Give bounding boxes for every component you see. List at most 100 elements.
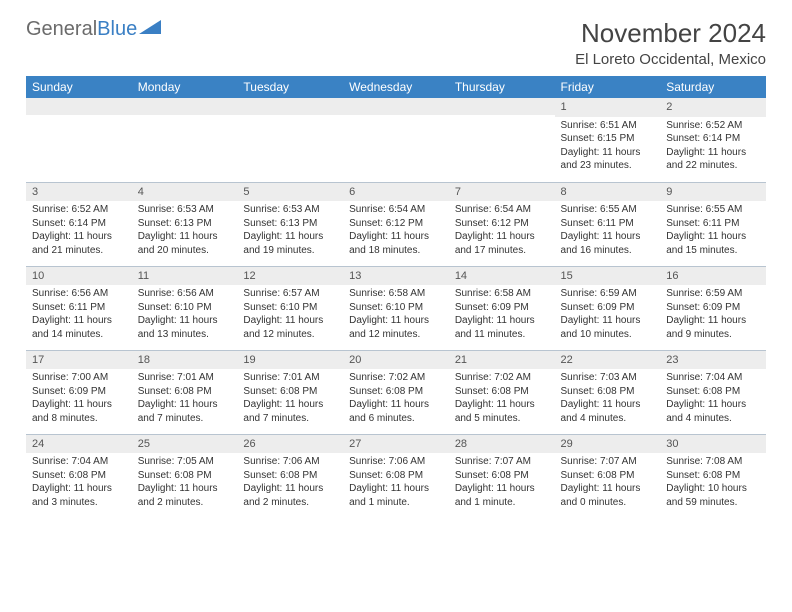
day-detail-line: Daylight: 11 hours and 9 minutes. <box>666 314 760 341</box>
calendar-week-row: 17Sunrise: 7:00 AMSunset: 6:09 PMDayligh… <box>26 350 766 434</box>
day-details <box>132 115 238 121</box>
calendar-day-cell: 20Sunrise: 7:02 AMSunset: 6:08 PMDayligh… <box>343 350 449 434</box>
day-details: Sunrise: 6:52 AMSunset: 6:14 PMDaylight:… <box>660 117 766 177</box>
day-detail-line: Sunrise: 7:07 AM <box>561 455 655 469</box>
day-details: Sunrise: 7:02 AMSunset: 6:08 PMDaylight:… <box>449 369 555 429</box>
day-detail-line: Sunrise: 6:59 AM <box>561 287 655 301</box>
day-header: Monday <box>132 76 238 98</box>
day-number: 3 <box>26 183 132 202</box>
day-details <box>449 115 555 121</box>
location-label: El Loreto Occidental, Mexico <box>575 51 766 68</box>
day-detail-line: Sunrise: 6:59 AM <box>666 287 760 301</box>
calendar-day-cell: 14Sunrise: 6:58 AMSunset: 6:09 PMDayligh… <box>449 266 555 350</box>
day-details: Sunrise: 7:00 AMSunset: 6:09 PMDaylight:… <box>26 369 132 429</box>
day-details: Sunrise: 6:55 AMSunset: 6:11 PMDaylight:… <box>660 201 766 261</box>
calendar-day-cell: 15Sunrise: 6:59 AMSunset: 6:09 PMDayligh… <box>555 266 661 350</box>
day-detail-line: Sunset: 6:08 PM <box>138 385 232 399</box>
calendar-day-cell: 28Sunrise: 7:07 AMSunset: 6:08 PMDayligh… <box>449 434 555 518</box>
day-detail-line: Daylight: 11 hours and 1 minute. <box>349 482 443 509</box>
day-detail-line: Daylight: 11 hours and 1 minute. <box>455 482 549 509</box>
calendar-day-cell <box>237 98 343 182</box>
calendar-day-cell <box>449 98 555 182</box>
calendar-week-row: 1Sunrise: 6:51 AMSunset: 6:15 PMDaylight… <box>26 98 766 182</box>
day-detail-line: Daylight: 11 hours and 15 minutes. <box>666 230 760 257</box>
day-detail-line: Sunset: 6:08 PM <box>666 469 760 483</box>
day-details: Sunrise: 6:54 AMSunset: 6:12 PMDaylight:… <box>449 201 555 261</box>
day-number: 14 <box>449 267 555 286</box>
calendar-day-cell: 13Sunrise: 6:58 AMSunset: 6:10 PMDayligh… <box>343 266 449 350</box>
day-number: 21 <box>449 351 555 370</box>
day-detail-line: Sunset: 6:10 PM <box>138 301 232 315</box>
day-details: Sunrise: 7:07 AMSunset: 6:08 PMDaylight:… <box>449 453 555 513</box>
day-detail-line: Sunrise: 7:03 AM <box>561 371 655 385</box>
day-details <box>343 115 449 121</box>
day-detail-line: Daylight: 11 hours and 7 minutes. <box>138 398 232 425</box>
day-details: Sunrise: 7:08 AMSunset: 6:08 PMDaylight:… <box>660 453 766 513</box>
day-details: Sunrise: 7:02 AMSunset: 6:08 PMDaylight:… <box>343 369 449 429</box>
day-number: 9 <box>660 183 766 202</box>
calendar-day-cell: 4Sunrise: 6:53 AMSunset: 6:13 PMDaylight… <box>132 182 238 266</box>
day-detail-line: Sunrise: 6:51 AM <box>561 119 655 133</box>
calendar-day-cell: 21Sunrise: 7:02 AMSunset: 6:08 PMDayligh… <box>449 350 555 434</box>
calendar-day-cell: 26Sunrise: 7:06 AMSunset: 6:08 PMDayligh… <box>237 434 343 518</box>
calendar-day-cell: 1 Sunrise: 6:51 AMSunset: 6:15 PMDaylight… <box>555 98 661 182</box>
day-details: Sunrise: 7:05 AMSunset: 6:08 PMDaylight:… <box>132 453 238 513</box>
day-header: Wednesday <box>343 76 449 98</box>
calendar-day-cell: 22Sunrise: 7:03 AMSunset: 6:08 PMDayligh… <box>555 350 661 434</box>
calendar-day-cell: 16Sunrise: 6:59 AMSunset: 6:09 PMDayligh… <box>660 266 766 350</box>
day-number: 1 <box>555 98 661 117</box>
day-detail-line: Sunset: 6:15 PM <box>561 132 655 146</box>
day-detail-line: Sunset: 6:12 PM <box>455 217 549 231</box>
calendar-day-cell: 27Sunrise: 7:06 AMSunset: 6:08 PMDayligh… <box>343 434 449 518</box>
day-number: 29 <box>555 435 661 454</box>
day-details: Sunrise: 7:04 AMSunset: 6:08 PMDaylight:… <box>26 453 132 513</box>
day-detail-line: Sunrise: 7:01 AM <box>138 371 232 385</box>
day-number <box>26 98 132 115</box>
day-number: 17 <box>26 351 132 370</box>
day-detail-line: Daylight: 11 hours and 2 minutes. <box>138 482 232 509</box>
day-detail-line: Sunrise: 6:55 AM <box>666 203 760 217</box>
logo: GeneralBlue <box>26 18 161 41</box>
day-detail-line: Sunrise: 7:02 AM <box>349 371 443 385</box>
day-detail-line: Daylight: 11 hours and 22 minutes. <box>666 146 760 173</box>
page-header: GeneralBlue November 2024 El Loreto Occi… <box>26 18 766 68</box>
day-number: 7 <box>449 183 555 202</box>
day-details: Sunrise: 6:53 AMSunset: 6:13 PMDaylight:… <box>132 201 238 261</box>
day-details: Sunrise: 6:56 AMSunset: 6:10 PMDaylight:… <box>132 285 238 345</box>
day-detail-line: Daylight: 11 hours and 13 minutes. <box>138 314 232 341</box>
day-detail-line: Sunrise: 6:53 AM <box>138 203 232 217</box>
day-detail-line: Daylight: 11 hours and 17 minutes. <box>455 230 549 257</box>
day-detail-line: Daylight: 11 hours and 14 minutes. <box>32 314 126 341</box>
day-detail-line: Sunrise: 6:57 AM <box>243 287 337 301</box>
day-detail-line: Sunrise: 7:04 AM <box>32 455 126 469</box>
calendar-day-cell: 7Sunrise: 6:54 AMSunset: 6:12 PMDaylight… <box>449 182 555 266</box>
day-header: Sunday <box>26 76 132 98</box>
calendar-day-cell: 8Sunrise: 6:55 AMSunset: 6:11 PMDaylight… <box>555 182 661 266</box>
title-block: November 2024 El Loreto Occidental, Mexi… <box>575 18 766 68</box>
day-detail-line: Sunrise: 7:06 AM <box>349 455 443 469</box>
day-detail-line: Sunset: 6:08 PM <box>32 469 126 483</box>
day-detail-line: Sunset: 6:08 PM <box>349 385 443 399</box>
day-header: Saturday <box>660 76 766 98</box>
day-number: 25 <box>132 435 238 454</box>
day-number: 11 <box>132 267 238 286</box>
day-detail-line: Sunset: 6:14 PM <box>666 132 760 146</box>
day-number: 8 <box>555 183 661 202</box>
day-number: 10 <box>26 267 132 286</box>
day-details: Sunrise: 6:52 AMSunset: 6:14 PMDaylight:… <box>26 201 132 261</box>
day-detail-line: Sunrise: 6:53 AM <box>243 203 337 217</box>
day-number: 19 <box>237 351 343 370</box>
day-detail-line: Daylight: 11 hours and 23 minutes. <box>561 146 655 173</box>
day-detail-line: Sunrise: 6:54 AM <box>349 203 443 217</box>
calendar-day-cell <box>343 98 449 182</box>
calendar-day-cell: 9Sunrise: 6:55 AMSunset: 6:11 PMDaylight… <box>660 182 766 266</box>
calendar-week-row: 24Sunrise: 7:04 AMSunset: 6:08 PMDayligh… <box>26 434 766 518</box>
day-header: Friday <box>555 76 661 98</box>
day-detail-line: Sunset: 6:14 PM <box>32 217 126 231</box>
day-number: 15 <box>555 267 661 286</box>
day-number: 18 <box>132 351 238 370</box>
calendar-day-cell: 10Sunrise: 6:56 AMSunset: 6:11 PMDayligh… <box>26 266 132 350</box>
day-details: Sunrise: 7:06 AMSunset: 6:08 PMDaylight:… <box>343 453 449 513</box>
calendar-week-row: 3Sunrise: 6:52 AMSunset: 6:14 PMDaylight… <box>26 182 766 266</box>
day-number: 12 <box>237 267 343 286</box>
